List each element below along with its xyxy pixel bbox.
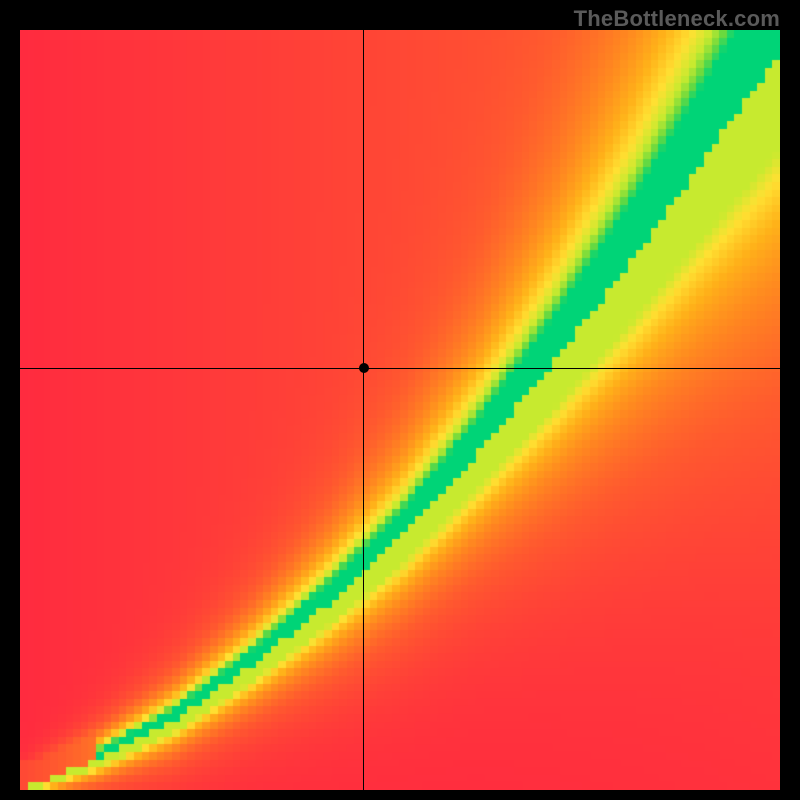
crosshair-horizontal [20,368,780,369]
chart-stage: TheBottleneck.com [0,0,800,800]
crosshair-marker [359,363,369,373]
watermark-text: TheBottleneck.com [574,6,780,32]
bottleneck-heatmap [20,30,780,790]
crosshair-vertical [363,30,364,790]
